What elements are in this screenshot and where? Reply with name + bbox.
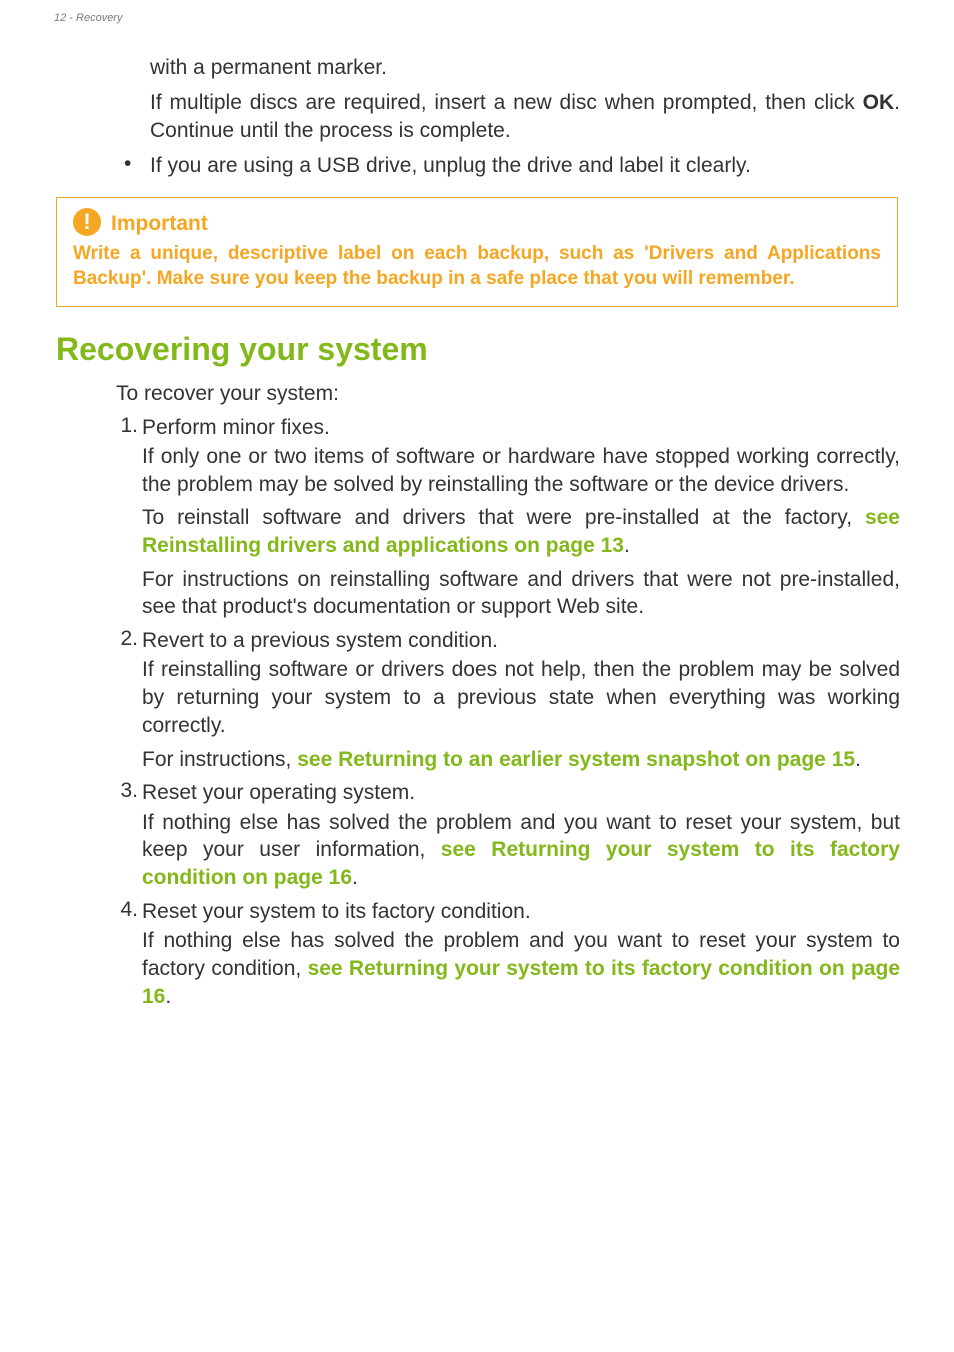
text-bold: OK [863,91,895,114]
section-heading: Recovering your system [56,331,900,368]
list-body: For instructions on reinstalling softwar… [142,566,900,621]
list-number: 1. [116,414,142,441]
callout-title: Important [111,212,208,236]
list-number: 2. [116,627,142,654]
text: . [165,985,171,1008]
paragraph: with a permanent marker. [150,54,900,81]
list-body: If only one or two items of software or … [142,443,900,498]
list-item: 4. Reset your system to its factory cond… [116,898,900,925]
list-item: 3. Reset your operating system. [116,779,900,806]
section-intro: To recover your system: [116,382,900,406]
list-number: 4. [116,898,142,925]
important-callout: ! Important Write a unique, descriptive … [56,197,898,306]
text: . [352,866,358,889]
list-head: Reset your system to its factory conditi… [142,898,900,925]
callout-header: ! Important [73,210,881,238]
bullet-text: If you are using a USB drive, unplug the… [150,152,900,179]
exclamation-icon: ! [83,211,90,233]
cross-reference-link[interactable]: see Returning to an earlier system snaps… [297,748,855,771]
list-number: 3. [116,779,142,806]
list-head: Revert to a previous system condition. [142,627,900,654]
text: . [624,534,630,557]
warning-icon: ! [73,208,101,236]
list-item: 2. Revert to a previous system condition… [116,627,900,654]
list-item: 1. Perform minor fixes. [116,414,900,441]
list-body: If nothing else has solved the problem a… [142,809,900,892]
list-body: If reinstalling software or drivers does… [142,656,900,739]
list-body: To reinstall software and drivers that w… [142,504,900,559]
page-header: 12 - Recovery [54,0,900,54]
text: If multiple discs are required, insert a… [150,91,863,114]
text: For instructions, [142,748,297,771]
list-body: If nothing else has solved the problem a… [142,927,900,1010]
list-head: Perform minor fixes. [142,414,900,441]
callout-body: Write a unique, descriptive label on eac… [73,242,881,291]
paragraph: If multiple discs are required, insert a… [150,89,900,144]
bullet-marker: • [124,152,150,179]
list-head: Reset your operating system. [142,779,900,806]
list-body: For instructions, see Returning to an ea… [142,746,900,774]
text: . [855,748,861,771]
text: To reinstall software and drivers that w… [142,506,865,529]
bullet-item: • If you are using a USB drive, unplug t… [124,152,900,179]
